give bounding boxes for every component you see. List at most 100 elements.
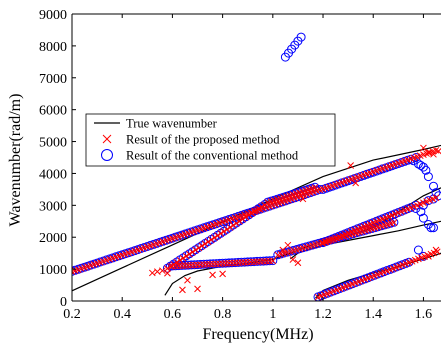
y-tick-label: 8000 xyxy=(39,40,67,55)
conventional-point xyxy=(197,241,207,251)
proposed-point xyxy=(289,256,297,263)
conventional-point xyxy=(429,181,438,191)
x-tick-label: 0.6 xyxy=(164,307,182,322)
conventional-point xyxy=(222,224,232,234)
proposed-point xyxy=(179,286,186,294)
proposed-point xyxy=(430,150,437,158)
y-tick-label: 3000 xyxy=(39,199,67,214)
proposed-point xyxy=(182,252,190,260)
proposed-point xyxy=(214,232,221,239)
proposed-point xyxy=(217,230,225,237)
proposed-point xyxy=(239,215,247,223)
y-tick-label: 9000 xyxy=(39,8,67,23)
proposed-point xyxy=(390,219,398,226)
proposed-point xyxy=(179,254,187,262)
data-marks xyxy=(72,32,441,301)
proposed-point xyxy=(294,259,302,267)
y-axis-label: Wavenumber(rad/m) xyxy=(7,94,24,227)
conventional-point xyxy=(210,232,219,242)
x-tick-label: 1.6 xyxy=(415,307,433,322)
conventional-point xyxy=(184,249,194,259)
proposed-point xyxy=(148,269,156,277)
x-axis-label: Frequency(MHz) xyxy=(202,326,313,343)
conventional-point xyxy=(296,32,306,42)
conventional-point xyxy=(423,172,433,182)
proposed-point xyxy=(255,205,262,213)
proposed-point xyxy=(207,236,215,244)
proposed-point xyxy=(184,276,191,284)
x-tick-label: 0.2 xyxy=(63,307,81,322)
y-tick-label: 2000 xyxy=(39,231,67,246)
conventional-point xyxy=(426,223,436,233)
proposed-point xyxy=(432,246,440,254)
conventional-point xyxy=(418,213,428,223)
proposed-point xyxy=(236,217,243,225)
conventional-point xyxy=(423,196,433,206)
legend-item: True wavenumber xyxy=(94,117,218,131)
proposed-point xyxy=(176,256,184,264)
proposed-point xyxy=(189,248,196,256)
conventional-point xyxy=(431,188,441,198)
proposed-point xyxy=(242,213,250,221)
proposed-point xyxy=(209,271,216,279)
proposed-point xyxy=(229,222,237,229)
proposed-point xyxy=(195,244,203,252)
proposed-point xyxy=(198,242,206,250)
y-tick-label: 4000 xyxy=(39,167,67,182)
y-tick-label: 0 xyxy=(60,295,67,310)
axes: 0.2 0.4 0.6 0.8 1 1.2 1.4 1.6 0 1000 2000 3000 4000 5… xyxy=(39,8,441,322)
proposed-point xyxy=(284,241,292,249)
proposed-point xyxy=(192,246,199,254)
proposed-point xyxy=(261,201,269,209)
proposed-point xyxy=(201,240,209,248)
conventional-point xyxy=(423,220,433,229)
legend-label: True wavenumber xyxy=(126,117,218,131)
conventional-point xyxy=(413,159,423,169)
conventional-point xyxy=(418,162,428,172)
legend-label: Result of the proposed method xyxy=(126,133,280,147)
y-tick-label: 7000 xyxy=(39,72,67,87)
x-tick-label: 1.4 xyxy=(364,307,382,322)
proposed-point xyxy=(204,238,212,246)
legend-circle-swatch xyxy=(101,149,113,161)
legend-x-swatch xyxy=(102,134,112,144)
proposed-point xyxy=(233,219,240,227)
proposed-point xyxy=(248,209,256,217)
proposed-point xyxy=(185,250,193,258)
proposed-point xyxy=(425,253,432,260)
proposed-point xyxy=(220,228,228,235)
proposed-point xyxy=(299,195,307,203)
conventional-point xyxy=(421,165,431,175)
proposed-point xyxy=(258,203,265,211)
proposed-point xyxy=(219,270,226,278)
legend: True wavenumber Result of the proposed me… xyxy=(85,113,336,167)
x-tick-label: 1 xyxy=(269,307,276,322)
proposed-point xyxy=(425,149,432,157)
conventional-point xyxy=(416,207,426,217)
x-tick-label: 0.8 xyxy=(214,307,232,322)
y-tick-label: 1000 xyxy=(39,263,67,278)
proposed-point xyxy=(269,257,277,265)
proposed-point xyxy=(194,285,201,293)
conventional-point xyxy=(162,263,172,273)
proposed-point xyxy=(164,269,171,277)
legend-item: Result of the conventional method xyxy=(101,149,299,163)
legend-box xyxy=(85,113,336,167)
legend-item: Result of the proposed method xyxy=(102,133,280,147)
proposed-point xyxy=(352,179,360,187)
proposed-point xyxy=(432,194,440,202)
proposed-point xyxy=(245,211,253,219)
proposed-point xyxy=(164,265,171,272)
x-tick-label: 1.2 xyxy=(314,307,332,322)
conventional-point xyxy=(416,161,426,170)
x-tick-label: 0.4 xyxy=(113,307,131,322)
y-tick-label: 5000 xyxy=(39,136,67,151)
conventional-point xyxy=(429,223,438,233)
legend-label: Result of the conventional method xyxy=(126,149,299,163)
proposed-point xyxy=(347,162,354,169)
proposed-point xyxy=(211,234,218,242)
proposed-point xyxy=(435,147,441,155)
conventional-point xyxy=(413,245,423,255)
proposed-point xyxy=(226,224,234,231)
